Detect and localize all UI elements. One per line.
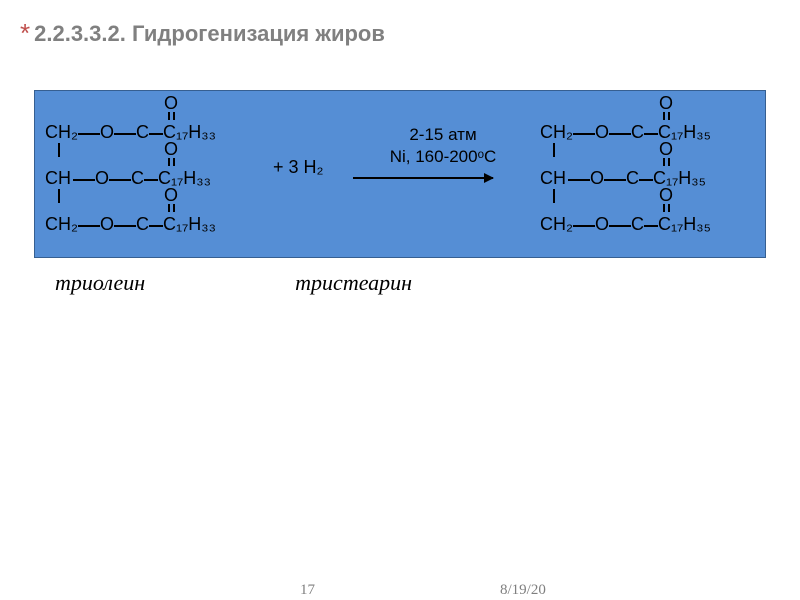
page-title: 2.2.3.3.2. Гидрогенизация жиров <box>34 21 385 47</box>
product-molecule: O O O CH₂ O C C₁₇H₃₅ CH O C C₁₇ <box>540 113 711 235</box>
c-atom: C <box>626 168 639 189</box>
reaction-box: O O O CH₂ O C C₁₇H₃₃ CH O C <box>34 90 766 258</box>
title-row: * 2.2.3.3.2. Гидрогенизация жиров <box>0 0 800 49</box>
o-atom: O <box>164 93 178 114</box>
o-atom: O <box>95 168 109 189</box>
o-atom: O <box>100 214 114 235</box>
o-atom: O <box>100 122 114 143</box>
alkyl-tail: C₁₇H₃₃ <box>163 214 216 235</box>
reactant-molecule: O O O CH₂ O C C₁₇H₃₃ CH O C <box>45 113 216 235</box>
date-text: 8/19/20 <box>500 582 546 599</box>
o-atom: O <box>659 93 673 114</box>
c-atom: C <box>136 122 149 143</box>
product-label: тристеарин <box>295 270 412 296</box>
compound-labels: триолеин тристеарин <box>55 270 412 296</box>
reaction-arrow-icon <box>353 177 493 179</box>
ch2-atom: CH₂ <box>45 214 78 235</box>
ch2-atom: CH₂ <box>540 214 573 235</box>
reagent-text: + 3 H₂ <box>273 157 324 178</box>
alkyl-tail: C₁₇H₃₃ <box>158 168 211 189</box>
asterisk-icon: * <box>20 18 30 49</box>
o-atom: O <box>595 214 609 235</box>
conditions-top: 2-15 атм <box>383 125 503 145</box>
c-atom: C <box>631 214 644 235</box>
ch2-atom: CH₂ <box>540 122 573 143</box>
c-atom: C <box>631 122 644 143</box>
c-atom: C <box>136 214 149 235</box>
alkyl-tail: C₁₇H₃₅ <box>653 168 706 189</box>
reactant-label: триолеин <box>55 270 145 296</box>
alkyl-tail: C₁₇H₃₅ <box>658 122 711 143</box>
o-atom: O <box>595 122 609 143</box>
alkyl-tail: C₁₇H₃₃ <box>163 122 216 143</box>
c-atom: C <box>131 168 144 189</box>
conditions-bottom: Ni, 160-200ᵒС <box>368 147 518 167</box>
o-atom: O <box>590 168 604 189</box>
alkyl-tail: C₁₇H₃₅ <box>658 214 711 235</box>
page-number: 17 <box>300 582 315 599</box>
ch2-atom: CH₂ <box>45 122 78 143</box>
